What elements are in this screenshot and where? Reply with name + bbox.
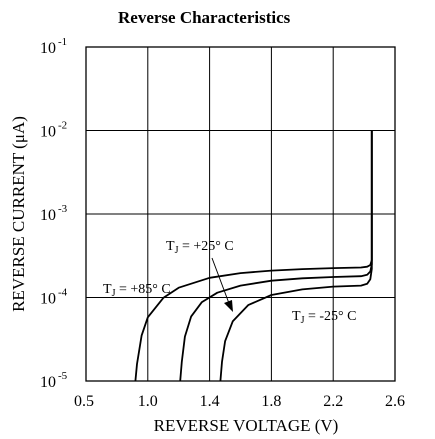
y-tick-exponent: -3 <box>58 203 68 215</box>
plot-frame <box>85 46 396 382</box>
y-tick-label: 10 <box>40 40 56 57</box>
y-tick-labels: 10-110-210-310-410-5 <box>40 36 68 391</box>
x-axis-label: REVERSE VOLTAGE (V) <box>154 416 339 435</box>
x-tick-labels: 0.5 1.0 1.4 1.8 2.2 2.6 <box>74 393 405 410</box>
series-label-tj85: TJ = +85° C <box>103 282 171 299</box>
chart-title: Reverse Characteristics <box>118 8 291 27</box>
x-tick-label: 1.8 <box>261 393 281 410</box>
y-tick-exponent: -2 <box>58 120 67 132</box>
y-tick-label: 10 <box>40 124 56 141</box>
series-label-tj25: TJ = +25° C <box>166 239 234 256</box>
series-lines <box>134 130 373 382</box>
annotation-arrow-line <box>211 257 231 307</box>
y-tick-label: 10 <box>40 374 56 391</box>
series-line-tj85 <box>134 130 373 382</box>
x-tick-label: 1.0 <box>138 393 158 410</box>
series-line-tjm25 <box>219 130 373 382</box>
x-tick-label: 2.2 <box>323 393 343 410</box>
y-tick-exponent: -4 <box>58 287 68 299</box>
x-tick-label: 2.6 <box>385 393 405 410</box>
y-tick-exponent: -1 <box>58 36 67 48</box>
y-tick-exponent: -5 <box>58 370 68 382</box>
y-tick-label: 10 <box>40 291 56 308</box>
y-tick-label: 10 <box>40 207 56 224</box>
series-annotations: TJ = +85° C TJ = +25° C TJ = -25° C <box>103 239 356 326</box>
x-tick-label: 0.5 <box>74 393 94 410</box>
x-tick-label: 1.4 <box>200 393 220 410</box>
series-line-tj25 <box>179 130 373 382</box>
annotation-arrow-head <box>224 300 233 312</box>
y-axis-label: REVERSE CURRENT (μA) <box>9 116 28 312</box>
grid-lines <box>86 47 395 381</box>
series-label-tjm25: TJ = -25° C <box>292 309 356 326</box>
